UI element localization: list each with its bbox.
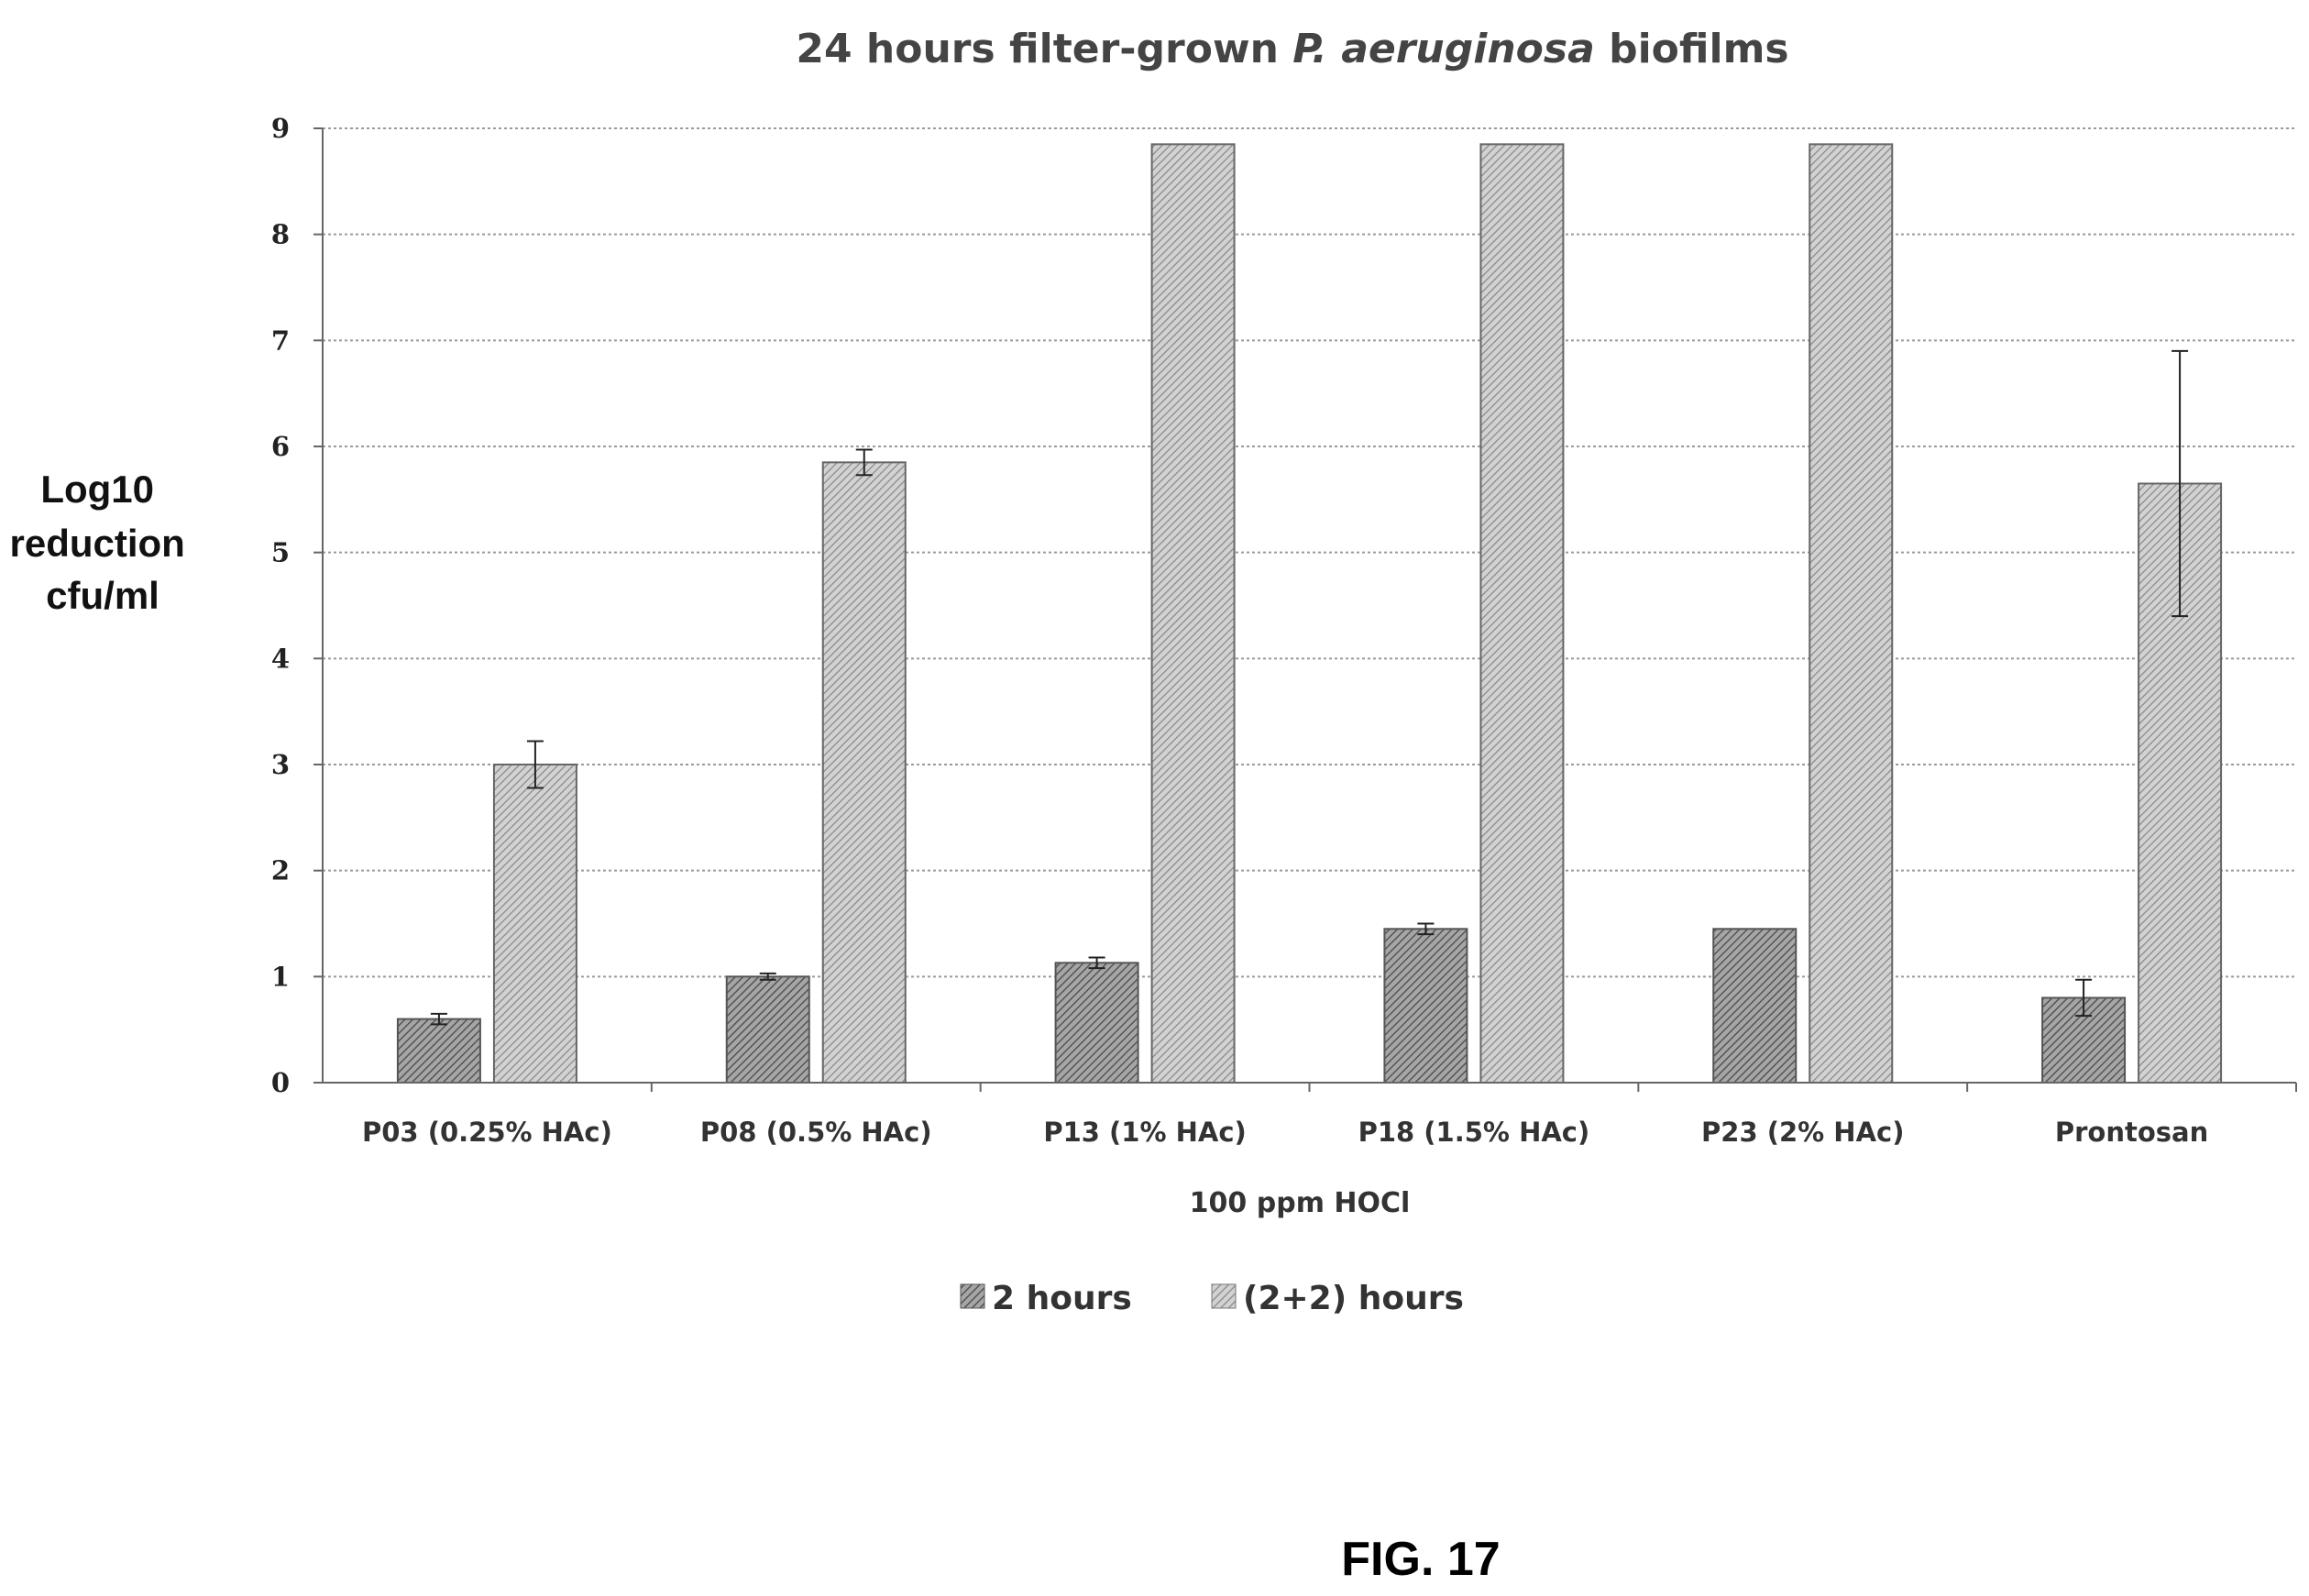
error-bar xyxy=(430,1012,447,1026)
x-axis-categories: P03 (0.25% HAc) P08 (0.5% HAc) P13 (1% HAc… xyxy=(362,1083,2297,1148)
y-tick-label: 0 xyxy=(271,1067,290,1098)
error-bar xyxy=(1088,956,1105,970)
title-part-2: P. aeruginosa xyxy=(1292,26,1595,72)
error-bar xyxy=(855,448,873,477)
error-bar xyxy=(2075,978,2093,1018)
legend: 2 hours (2+2) hours xyxy=(960,1280,1464,1317)
y-tick-label: 6 xyxy=(271,431,290,462)
bar-2plus2-hours xyxy=(1150,143,1236,1084)
error-bars xyxy=(430,349,2189,1026)
error-bar xyxy=(759,972,776,981)
gridlines xyxy=(323,127,2296,978)
bar-2-hours xyxy=(725,975,810,1084)
x-axis-label: 100 ppm HOCl xyxy=(1190,1187,1411,1219)
y-axis-label-line-2: reduction xyxy=(9,522,184,565)
bar-2-hours xyxy=(1712,928,1798,1084)
legend-swatch-2-hours xyxy=(960,1283,985,1309)
figure-label: FIG. 17 xyxy=(1341,1533,1500,1586)
bar-2plus2-hours xyxy=(1479,143,1565,1084)
x-category-label: P03 (0.25% HAc) xyxy=(362,1117,612,1148)
bars xyxy=(396,143,2223,1084)
x-category-label: P18 (1.5% HAc) xyxy=(1358,1117,1590,1148)
y-tick-label: 4 xyxy=(271,643,290,674)
title-part-1: 24 hours filter-grown xyxy=(796,26,1292,72)
error-bar xyxy=(2172,349,2189,618)
y-axis-label-line-1: Log10 xyxy=(40,468,154,511)
legend-swatch-2plus2-hours xyxy=(1211,1283,1237,1309)
y-tick-label: 1 xyxy=(271,961,290,992)
error-bar xyxy=(526,740,544,789)
legend-label-2plus2-hours: (2+2) hours xyxy=(1243,1280,1464,1317)
y-axis-ticks: 0 1 2 3 4 5 6 7 8 9 xyxy=(271,113,323,1098)
y-tick-label: 2 xyxy=(271,855,290,886)
y-tick-label: 5 xyxy=(271,537,290,568)
y-tick-label: 3 xyxy=(271,749,290,780)
x-category-label: Prontosan xyxy=(2055,1117,2208,1148)
x-category-label: P08 (0.5% HAc) xyxy=(700,1117,932,1148)
legend-label-2-hours: 2 hours xyxy=(992,1280,1132,1317)
y-tick-label: 8 xyxy=(271,219,290,250)
bar-2plus2-hours xyxy=(1809,143,1894,1084)
title-part-3: biofilms xyxy=(1595,26,1789,72)
x-category-label: P23 (2% HAc) xyxy=(1701,1117,1904,1148)
bar-2-hours xyxy=(1383,928,1468,1084)
bar-2plus2-hours xyxy=(492,764,577,1084)
bar-2-hours xyxy=(1054,962,1139,1084)
y-axis-label-line-3: cfu/ml xyxy=(46,574,159,617)
chart-title: 24 hours filter-grown P. aeruginosa biof… xyxy=(796,26,1788,72)
y-axis-label: Log10 reduction cfu/ml xyxy=(9,468,195,617)
y-tick-label: 7 xyxy=(271,325,290,356)
bar-2plus2-hours xyxy=(821,461,907,1084)
y-tick-label: 9 xyxy=(271,113,290,144)
bar-2-hours xyxy=(396,1018,481,1084)
x-category-label: P13 (1% HAc) xyxy=(1043,1117,1246,1148)
error-bar xyxy=(1417,922,1435,936)
